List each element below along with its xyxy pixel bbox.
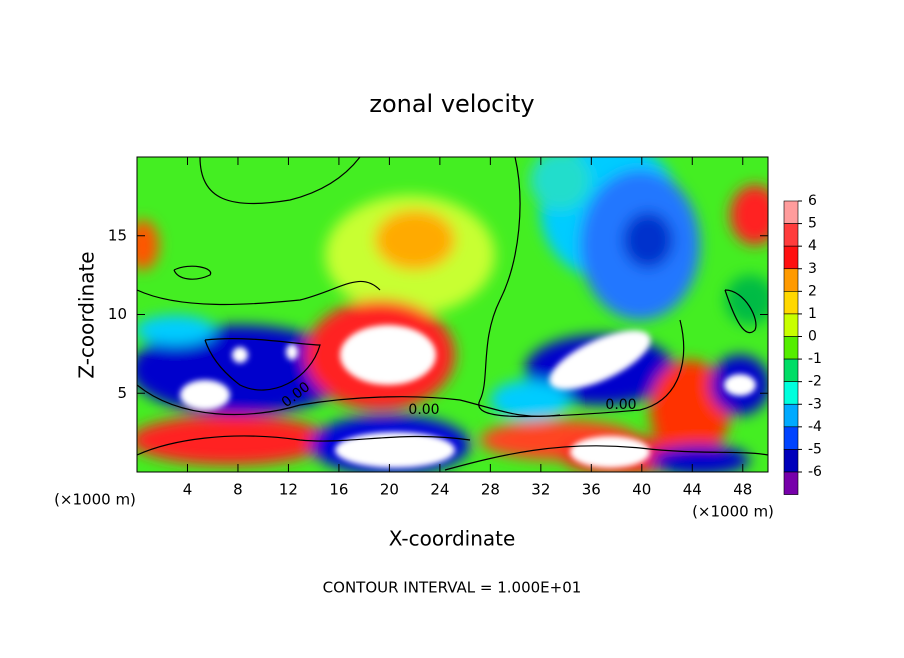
x-tick-label: 40 (632, 481, 651, 499)
contour-label: 0.00 (605, 397, 636, 413)
colorbar-swatch (783, 223, 799, 247)
x-unit-label: (×1000 m) (692, 503, 774, 521)
note: CONTOUR INTERVAL = 1.000E+01 (323, 579, 582, 597)
colorbar-swatch (783, 471, 799, 495)
x-tick-label: 24 (430, 481, 449, 499)
x-tick-label: 20 (380, 481, 399, 499)
colorbar-label: 4 (808, 238, 817, 254)
colorbar-swatch (783, 336, 799, 360)
colorbar-label: -6 (808, 464, 822, 480)
colorbar-label: -1 (808, 351, 822, 367)
colorbar-label: -2 (808, 374, 822, 390)
y-tick-label: 15 (108, 226, 127, 244)
y-tick-label: 10 (108, 305, 127, 323)
field (137, 157, 768, 472)
colorbar-label: -3 (808, 396, 822, 412)
colorbar-label: 0 (808, 329, 817, 345)
colorbar-label: 5 (808, 216, 817, 232)
colorbar-label: 2 (808, 283, 817, 299)
colorbar-swatch (783, 200, 799, 224)
colorbar-label: 6 (808, 193, 817, 209)
colorbar-label: 3 (808, 261, 817, 277)
colorbar-swatch (783, 358, 799, 382)
colorbar-label: 1 (808, 306, 817, 322)
colorbar-swatch (783, 403, 799, 428)
x-tick-label: 44 (683, 481, 702, 499)
x-axis-label: X-coordinate (389, 527, 516, 551)
colorbar-swatch (783, 291, 799, 315)
colorbar-swatch (783, 245, 799, 270)
x-tick-label: 32 (531, 481, 550, 499)
contour-label: 0.00 (408, 402, 439, 418)
x-tick-label: 8 (233, 481, 243, 499)
x-unit-label: (×1000 m) (54, 491, 136, 509)
x-tick-label: 12 (279, 481, 298, 499)
x-tick-label: 4 (183, 481, 193, 499)
y-tick-label: 5 (117, 384, 127, 402)
x-tick-label: 28 (481, 481, 500, 499)
colorbar-swatch (783, 381, 799, 405)
colorbar-swatch (783, 449, 799, 473)
colorbar-swatch (783, 426, 799, 450)
x-tick-label: 36 (582, 481, 601, 499)
x-tick-label: 48 (733, 481, 752, 499)
x-tick-label: 16 (329, 481, 348, 499)
chart-title: zonal velocity (369, 90, 534, 118)
colorbar-label: -4 (808, 419, 822, 435)
y-axis-label: Z-coordinate (75, 251, 99, 378)
colorbar-swatch (783, 313, 799, 337)
colorbar-label: -5 (808, 441, 822, 457)
colorbar-swatch (783, 268, 799, 292)
